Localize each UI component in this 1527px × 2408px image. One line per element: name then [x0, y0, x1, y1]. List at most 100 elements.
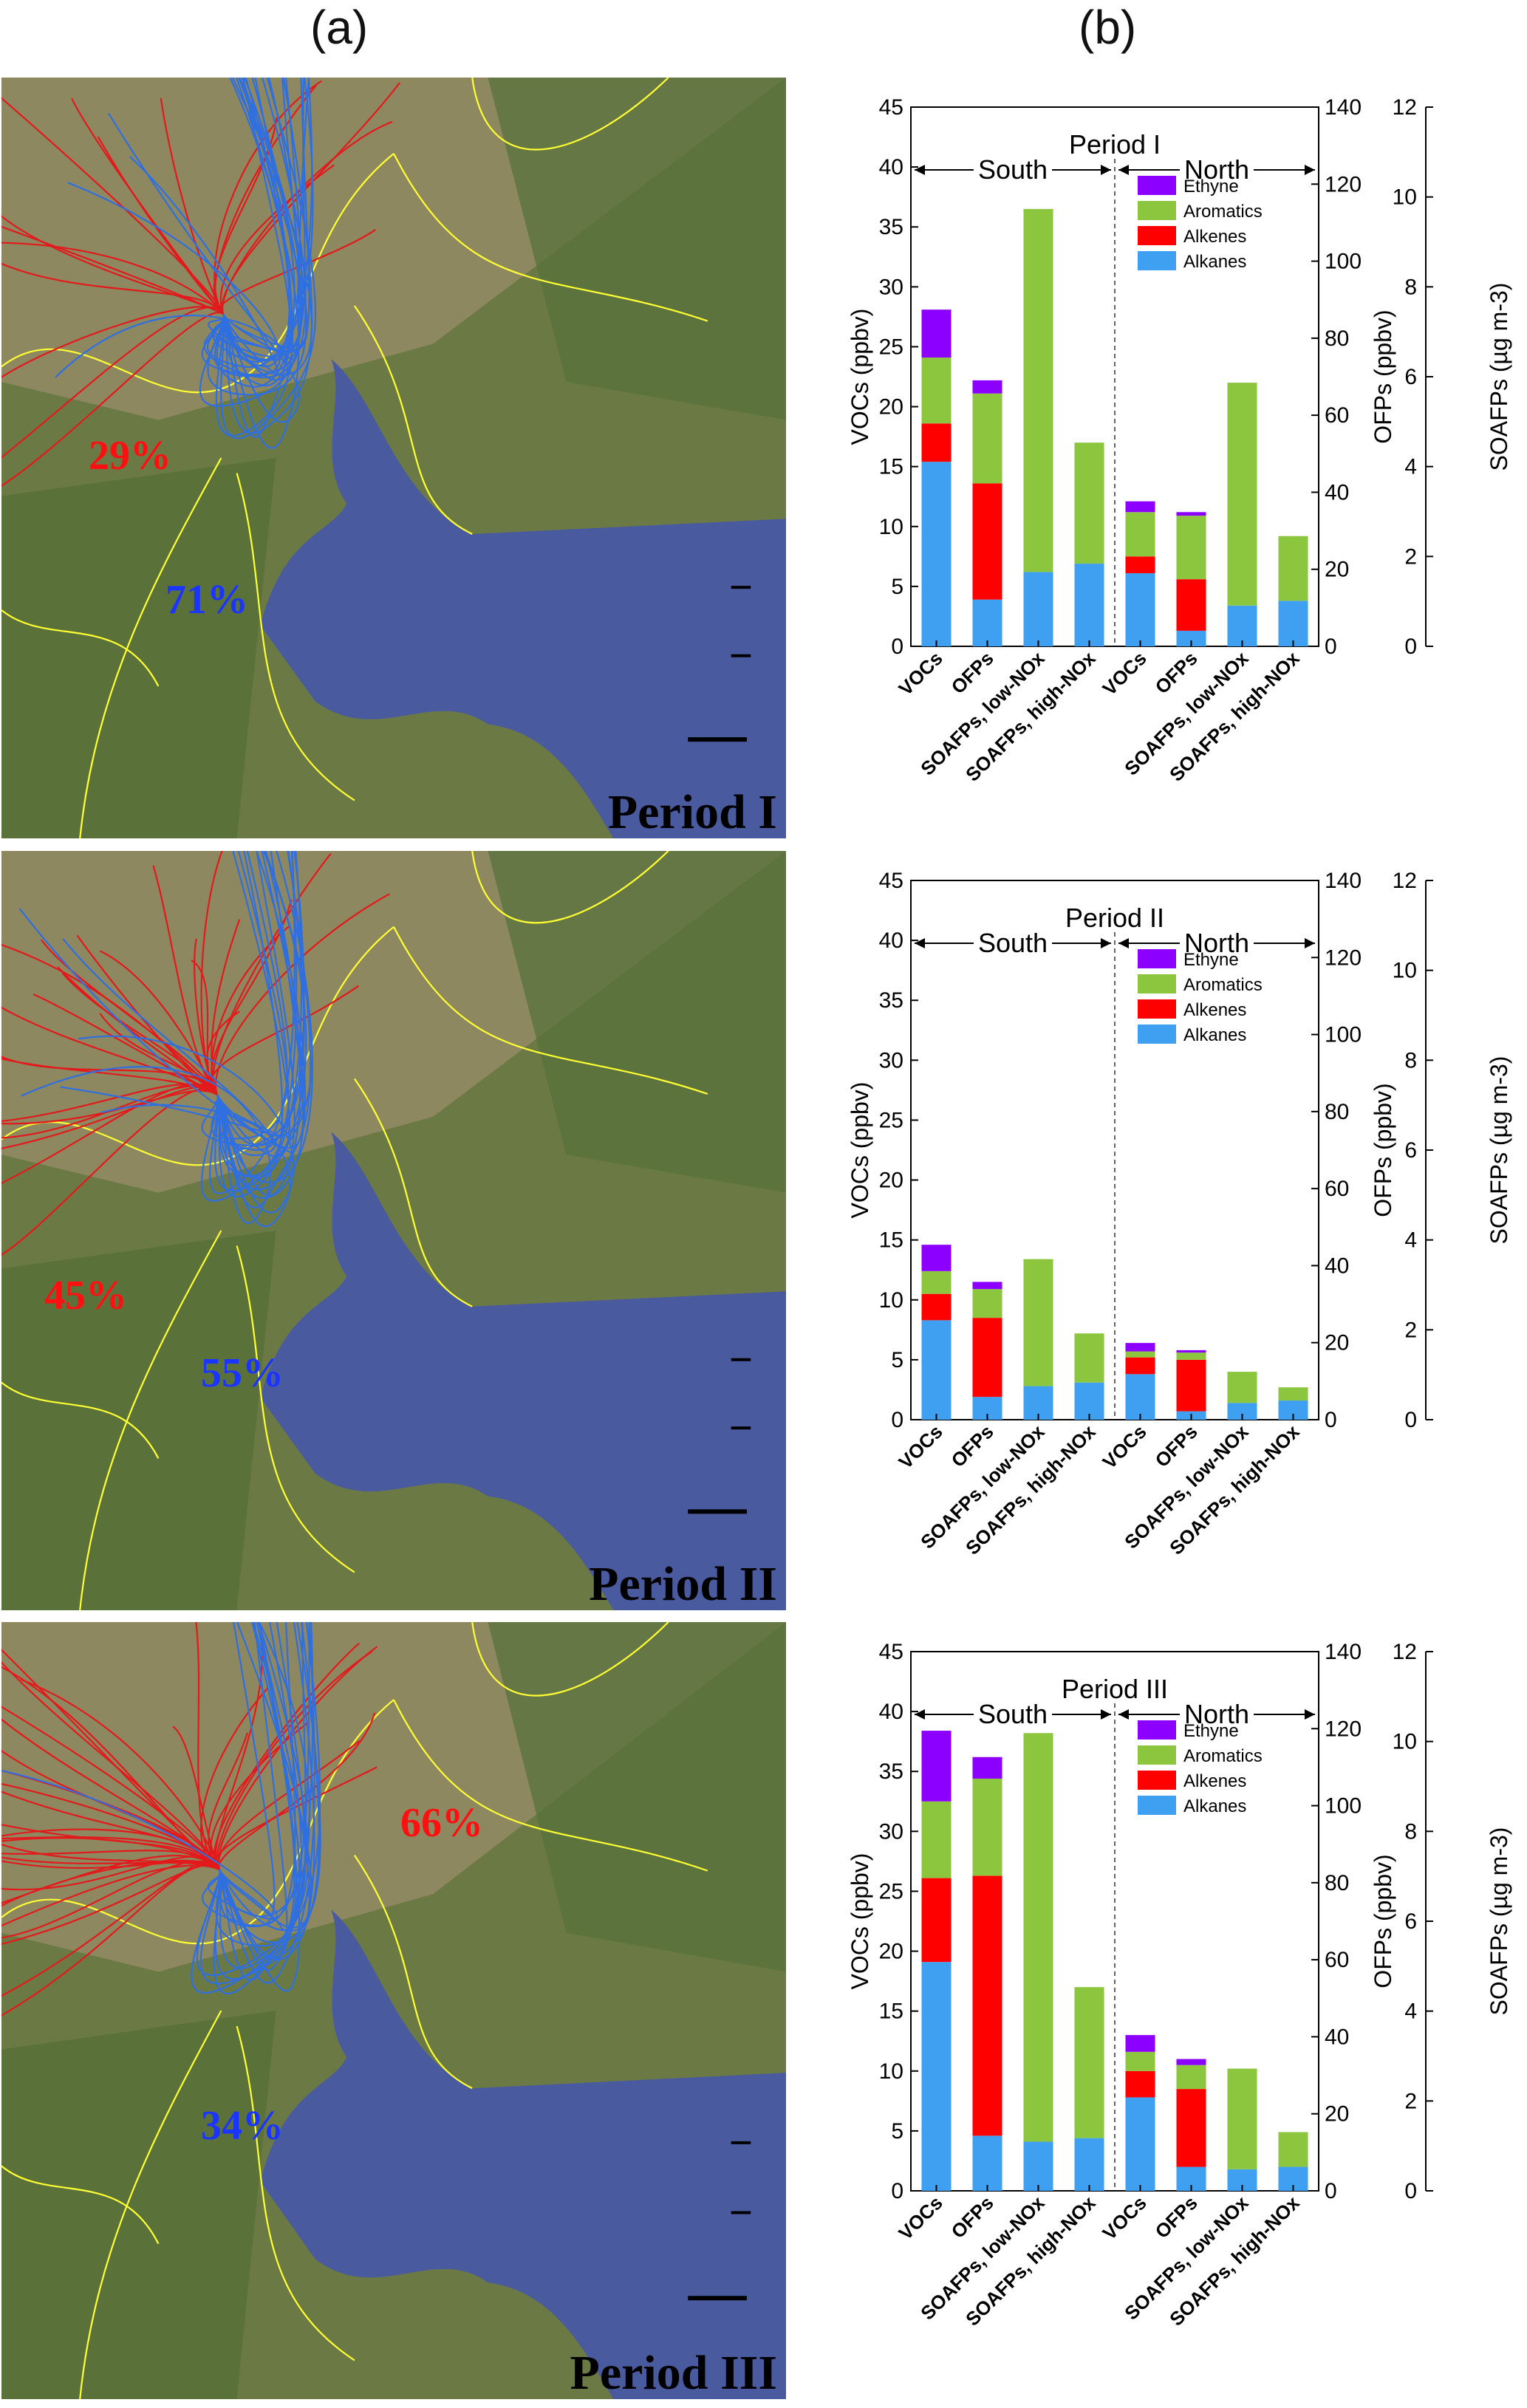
x-tick-label: VOCs [1098, 2192, 1150, 2244]
back-trajectory-east [222, 78, 310, 449]
back-trajectory-east [219, 78, 309, 353]
arrow-head [1118, 938, 1129, 948]
region-label-south: South [978, 154, 1048, 185]
y-tick-label-right1: 80 [1325, 1100, 1349, 1124]
y-tick-label-left: 25 [879, 1108, 903, 1132]
legend-swatch-ethyne [1138, 949, 1176, 968]
bar-segment-aromatics [921, 1270, 952, 1294]
y-tick-label-left: 40 [879, 155, 903, 179]
bar-segment-alkanes [1074, 1382, 1104, 1420]
region-label-north: North [1184, 154, 1249, 185]
y-tick-label-left: 0 [891, 635, 903, 659]
back-trajectory-west [1, 1706, 221, 1870]
y-tick-label-left: 30 [879, 275, 903, 299]
y-tick-label-right2: 0 [1404, 635, 1417, 659]
y-tick-label-right2: 8 [1404, 1819, 1417, 1844]
bar-segment-ethyne [1176, 1350, 1206, 1353]
province-boundary [471, 78, 669, 151]
back-trajectory-west [152, 865, 218, 1095]
province-boundary [1, 609, 160, 687]
y-tick-label-left: 35 [879, 988, 903, 1013]
legend-label-aromatics: Aromatics [1183, 975, 1263, 995]
region-label-south: South [978, 1699, 1048, 1729]
lowland-area [1, 2011, 276, 2399]
bar-segment-aromatics [1176, 2065, 1206, 2090]
bar-segment-alkanes [1125, 1374, 1155, 1420]
legend-swatch-alkenes [1138, 1771, 1176, 1790]
back-trajectory-east [1, 1770, 278, 1920]
bar-segment-alkenes [1125, 1357, 1155, 1375]
back-trajectory-west [218, 1712, 376, 1870]
back-trajectory-west [71, 98, 224, 315]
legend-swatch-alkenes [1138, 226, 1176, 245]
y-tick-label-right1: 100 [1325, 1794, 1362, 1819]
mountain-area [488, 851, 786, 1193]
map-svg-1: 29% 71% Period I [1, 78, 786, 838]
back-trajectory-east [215, 78, 293, 437]
label-background [973, 153, 1053, 186]
bar-segment-aromatics [1278, 536, 1308, 601]
legend-label-ethyne: Ethyne [1183, 177, 1239, 196]
column-label-a: (a) [310, 1, 369, 54]
bar-segment-alkanes [1074, 564, 1104, 646]
back-trajectory-east [62, 938, 291, 1228]
bar-segment-alkenes [1176, 1359, 1206, 1412]
plot-frame [910, 106, 1319, 647]
bar-segment-aromatics [1125, 1351, 1155, 1358]
y-tick-label-right2: 6 [1404, 1909, 1417, 1934]
legend-label-alkanes: Alkanes [1183, 252, 1246, 272]
back-trajectory-east [219, 1622, 321, 1929]
y-tick-label-left: 15 [879, 1228, 903, 1253]
bar-segment-aromatics [972, 393, 1002, 484]
trajectory-map-period-3: 66% 34% Period III [1, 1622, 786, 2399]
y-tick-label-right2: 6 [1404, 1138, 1417, 1163]
bar-segment-alkenes [921, 1878, 952, 1963]
y-tick-label-right2: 12 [1393, 1640, 1417, 1664]
legend-label-ethyne: Ethyne [1183, 950, 1239, 970]
legend-swatch-alkanes [1138, 251, 1176, 270]
y-tick-label-right2: 2 [1404, 544, 1417, 569]
back-trajectory-west [215, 893, 390, 1095]
y-tick-label-left: 15 [879, 455, 903, 479]
y-tick-label-left: 30 [879, 1819, 903, 1844]
y-tick-label-right1: 60 [1325, 403, 1349, 428]
back-trajectory-east [222, 78, 291, 438]
sea-area [260, 359, 786, 838]
bar-segment-alkenes [1176, 579, 1206, 631]
y-tick-label-left: 15 [879, 2000, 903, 2024]
bar-segment-alkanes [1227, 1403, 1257, 1420]
mountain-area [488, 1622, 786, 1972]
back-trajectory-east [107, 112, 301, 423]
back-trajectory-west [1, 1666, 220, 1870]
back-trajectory-east [100, 1094, 276, 1157]
arrow-head [1305, 165, 1315, 175]
region-label-south: South [978, 928, 1048, 958]
y-axis-title-right1: OFPs (ppbv) [1370, 1083, 1396, 1217]
bar-segment-alkenes [972, 483, 1002, 600]
back-trajectory-east [222, 78, 303, 350]
back-trajectory-west [217, 1740, 361, 1870]
y-tick-label-right2: 4 [1404, 455, 1417, 479]
back-trajectory-east [219, 1622, 296, 1932]
y-tick-label-right2: 8 [1404, 275, 1417, 299]
y-tick-label-right1: 120 [1325, 172, 1362, 196]
y-axis-title-right2: SOAFPs (µg m-3) [1486, 283, 1512, 471]
back-trajectory-west [1, 1855, 220, 1891]
y-tick-label-right1: 140 [1325, 869, 1362, 893]
bar-segment-ethyne [972, 1282, 1002, 1290]
bar-chart-period-3: 0 5 10 15 20 25 30 35 40 45 0 20 40 60 80 100 120 140 0 2 4 6… [802, 1622, 1527, 2399]
west-percentage-label: 66% [400, 1800, 483, 1846]
bar-segment-ethyne [972, 380, 1002, 394]
bar-segment-alkanes [921, 462, 952, 646]
back-trajectory-east [60, 1086, 284, 1139]
map-svg-3: 66% 34% Period III [1, 1622, 786, 2399]
y-tick-label-left: 10 [879, 1288, 903, 1313]
arrow-head [1305, 938, 1315, 948]
bar-segment-aromatics [1023, 208, 1053, 572]
y-tick-label-left: 20 [879, 395, 903, 420]
province-boundary [1, 2165, 160, 2245]
bar-segment-aromatics [1278, 2132, 1308, 2167]
bar-segment-aromatics [972, 1289, 1002, 1318]
bar-segment-alkanes [972, 599, 1002, 646]
legend-label-alkenes: Alkenes [1183, 1000, 1246, 1020]
